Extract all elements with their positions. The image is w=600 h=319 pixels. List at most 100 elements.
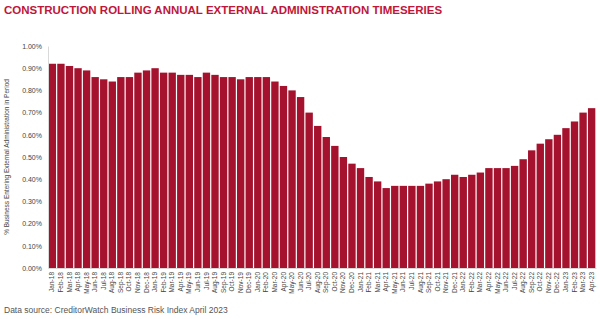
bar	[511, 166, 518, 268]
y-axis-line	[48, 47, 49, 269]
bar	[126, 77, 133, 268]
bar	[571, 121, 578, 268]
x-tick: Feb-19	[160, 272, 167, 293]
y-tick-label: 0.80%	[22, 87, 42, 94]
x-tick-label: Nov-20	[339, 272, 346, 293]
x-tick: Sep-18	[117, 272, 125, 293]
x-tick-label: Apr-20	[280, 272, 288, 292]
y-axis: 0.00%0.10%0.20%0.30%0.40%0.50%0.60%0.70%…	[22, 43, 48, 272]
y-tick: 0.60%	[22, 132, 48, 139]
bar	[502, 168, 509, 268]
title: CONSTRUCTION ROLLING ANNUAL EXTERNAL ADM…	[4, 4, 442, 16]
x-tick-label: Jun-22	[502, 272, 509, 292]
bar	[357, 168, 364, 268]
x-tick-label: Feb-19	[160, 272, 167, 293]
x-tick: Jan-21	[357, 272, 364, 292]
y-tick: 0.50%	[22, 154, 48, 161]
x-tick: Sep-19	[220, 272, 228, 293]
x-tick-label: Jul-22	[511, 272, 518, 290]
x-tick: Jan-20	[254, 272, 261, 292]
x-axis-line	[49, 268, 597, 269]
y-tick-label: 0.00%	[22, 265, 42, 272]
x-tick-label: Jun-19	[194, 272, 201, 292]
bar	[545, 139, 552, 268]
x-tick-label: Aug-22	[519, 272, 527, 293]
bar	[391, 186, 398, 268]
bar	[203, 73, 210, 268]
bar	[383, 188, 390, 268]
x-tick-label: May-22	[494, 272, 502, 294]
y-tick-label: 0.90%	[22, 65, 42, 72]
x-tick: Jul-18	[100, 272, 107, 290]
x-tick-label: Feb-22	[468, 272, 475, 293]
x-tick: Jan-23	[562, 272, 569, 292]
x-tick-label: Sep-19	[220, 272, 228, 293]
bar	[588, 108, 595, 268]
bar	[288, 90, 295, 268]
bar	[246, 77, 253, 268]
x-tick: Jun-21	[399, 272, 406, 292]
y-tick-label: 0.50%	[22, 154, 42, 161]
x-tick: Jun-22	[502, 272, 509, 292]
x-tick: Feb-23	[571, 272, 578, 293]
x-tick-label: Dec-22	[553, 272, 560, 293]
x-tick: Nov-20	[339, 272, 346, 293]
x-tick-label: Oct-18	[125, 272, 132, 292]
x-tick: Sep-22	[528, 272, 536, 293]
y-tick: 0.00%	[22, 265, 48, 272]
x-tick: Aug-21	[417, 272, 425, 293]
x-tick: Jul-20	[305, 272, 312, 290]
bar	[365, 177, 372, 268]
x-tick: Nov-19	[237, 272, 244, 293]
x-tick: Oct-20	[331, 272, 338, 292]
bar	[186, 75, 193, 268]
x-tick-label: Mar-18	[66, 272, 73, 293]
x-axis: Jan-18Feb-18Mar-18Apr-18May-18Jun-18Jul-…	[48, 269, 596, 294]
x-tick: Jul-21	[408, 272, 415, 290]
bar	[100, 79, 107, 268]
y-axis-title: % Business Entering External Administrat…	[3, 79, 11, 235]
x-tick-label: Nov-18	[134, 272, 141, 293]
x-tick-label: Feb-20	[262, 272, 269, 293]
x-tick: Jun-18	[91, 272, 98, 292]
bar	[74, 68, 81, 268]
x-tick: Feb-22	[468, 272, 475, 293]
bar	[91, 77, 98, 268]
x-tick: Sep-20	[322, 272, 330, 293]
y-tick: 0.30%	[22, 198, 48, 205]
y-tick-label: 0.10%	[22, 243, 42, 250]
x-tick: Dec-19	[245, 272, 252, 293]
bar	[134, 73, 141, 268]
x-tick-label: Apr-22	[485, 272, 493, 292]
x-tick: Dec-21	[451, 272, 458, 293]
x-tick: May-22	[494, 272, 502, 294]
y-tick: 0.20%	[22, 220, 48, 227]
y-tick: 0.10%	[22, 243, 48, 250]
x-tick-label: Feb-21	[365, 272, 372, 293]
bar	[143, 70, 150, 268]
bar	[494, 168, 501, 268]
bar	[451, 175, 458, 268]
bar	[280, 86, 287, 268]
x-tick-label: Oct-20	[331, 272, 338, 292]
x-tick-label: Oct-21	[434, 272, 441, 292]
x-tick-label: Sep-18	[117, 272, 125, 293]
x-tick-label: Mar-20	[271, 272, 278, 293]
x-tick: Mar-18	[66, 272, 73, 293]
x-tick: Feb-20	[262, 272, 269, 293]
x-tick: May-20	[288, 272, 296, 294]
x-tick: Apr-18	[74, 272, 82, 292]
x-tick-label: Dec-18	[143, 272, 150, 293]
bar	[331, 146, 338, 268]
x-tick-label: Dec-21	[451, 272, 458, 293]
bar	[228, 77, 235, 268]
bar	[66, 66, 73, 268]
bar	[485, 168, 492, 268]
bar	[537, 144, 544, 268]
y-tick-label: 0.20%	[22, 220, 42, 227]
x-tick-label: Sep-21	[425, 272, 433, 293]
x-tick: May-21	[391, 272, 399, 294]
bar	[528, 150, 535, 268]
bar	[83, 70, 90, 268]
bar	[109, 82, 116, 268]
